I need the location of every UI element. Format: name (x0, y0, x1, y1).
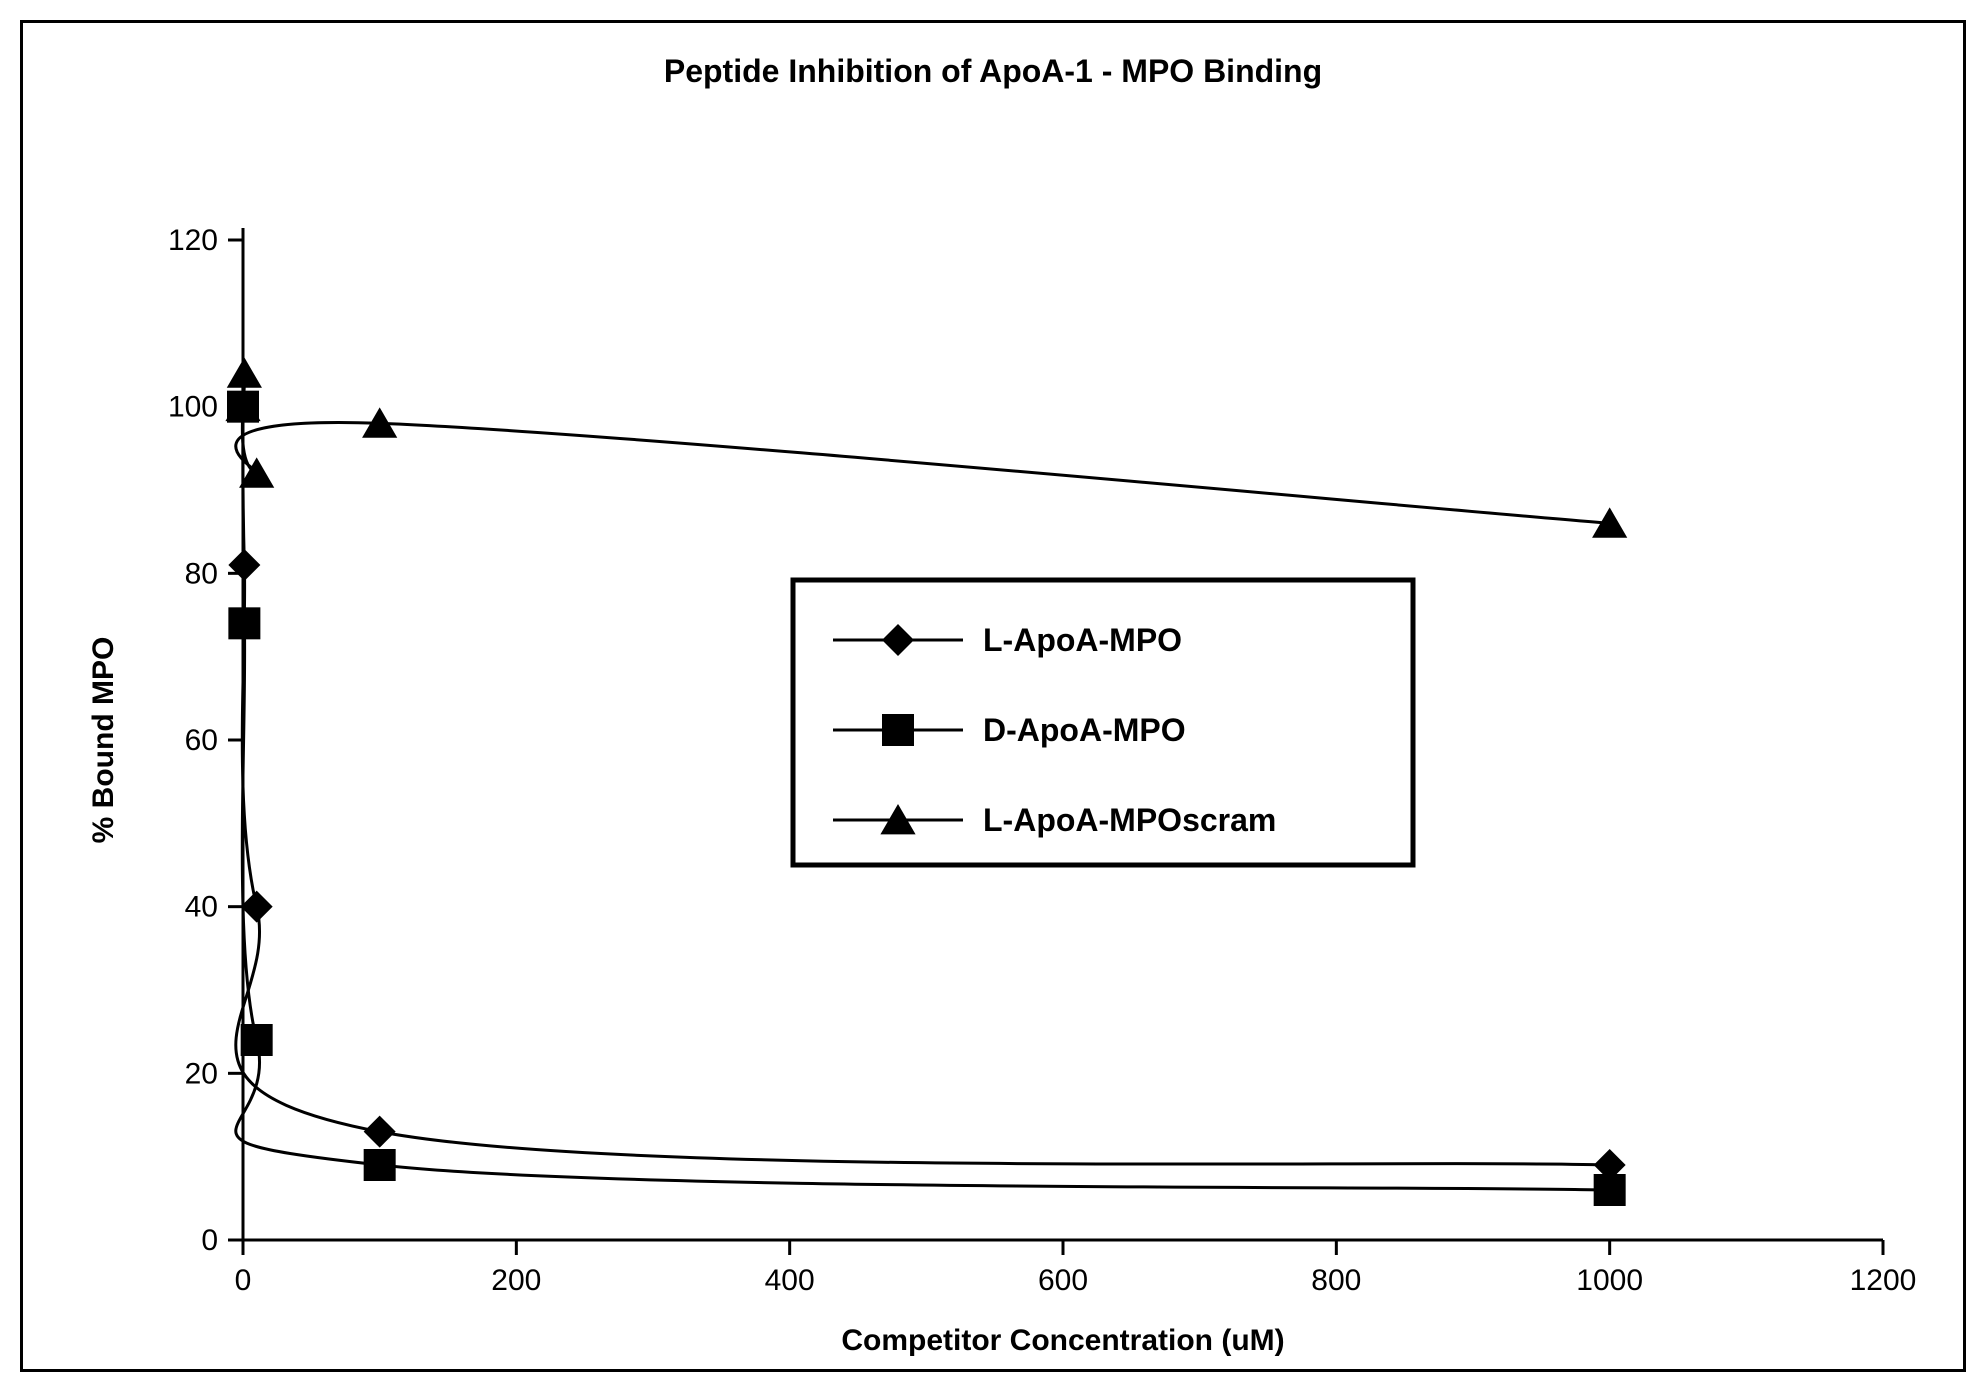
x-tick-label: 800 (1311, 1264, 1361, 1297)
triangle-marker (227, 357, 262, 387)
x-tick-label: 600 (1038, 1264, 1088, 1297)
x-tick-label: 1000 (1576, 1264, 1643, 1297)
chart-container: Peptide Inhibition of ApoA-1 - MPO Bindi… (20, 20, 1966, 1372)
legend-label: L-ApoA-MPO (983, 622, 1182, 658)
y-axis-label: % Bound MPO (87, 637, 120, 844)
y-tick-label: 100 (168, 391, 218, 424)
diamond-marker (364, 1116, 396, 1148)
series-line (236, 371, 1610, 523)
chart-title: Peptide Inhibition of ApoA-1 - MPO Bindi… (23, 53, 1963, 90)
y-tick-label: 20 (185, 1057, 218, 1090)
legend-label: D-ApoA-MPO (983, 712, 1186, 748)
x-tick-label: 200 (491, 1264, 541, 1297)
x-tick-label: 0 (235, 1264, 252, 1297)
square-marker (364, 1149, 396, 1181)
square-marker (1594, 1174, 1626, 1206)
x-tick-label: 400 (765, 1264, 815, 1297)
x-axis-label: Competitor Concentration (uM) (841, 1324, 1284, 1357)
legend-label: L-ApoA-MPOscram (983, 802, 1276, 838)
square-marker (882, 714, 914, 746)
diamond-marker (241, 891, 273, 923)
y-tick-label: 0 (201, 1224, 218, 1257)
y-tick-label: 80 (185, 557, 218, 590)
square-marker (241, 1024, 273, 1056)
chart-svg: 020406080100120020040060080010001200% Bo… (23, 90, 1963, 1370)
square-marker (228, 607, 260, 639)
y-tick-label: 40 (185, 891, 218, 924)
y-tick-label: 60 (185, 724, 218, 757)
y-tick-label: 120 (168, 224, 218, 257)
x-tick-label: 1200 (1850, 1264, 1917, 1297)
